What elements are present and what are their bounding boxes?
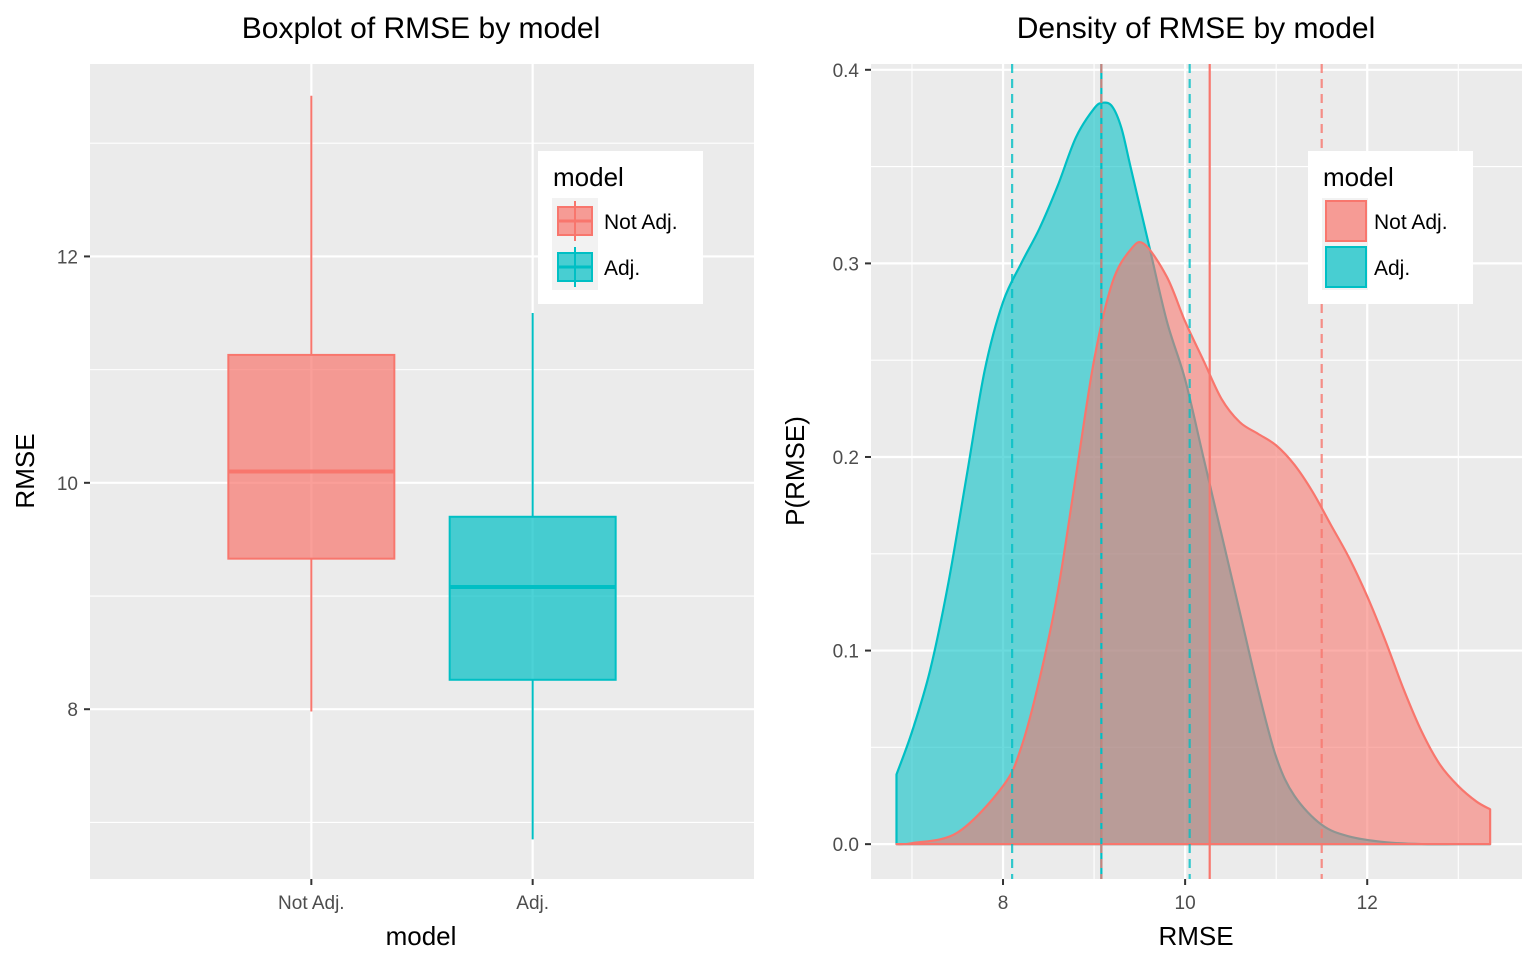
boxplot-legend-title: model	[553, 162, 624, 192]
box-body-adj	[448, 515, 617, 681]
boxplot-x-axis-title: model	[386, 921, 457, 951]
density-x-tick-label: 10	[1175, 893, 1196, 914]
density-chart: Density of RMSE by model 0.0 0.1 0.2 0.3 0.4…	[780, 12, 1522, 951]
density-legend-title: model	[1323, 162, 1394, 192]
boxplot-title: Boxplot of RMSE by model	[242, 12, 601, 45]
density-y-axis-title: P(RMSE)	[780, 416, 810, 526]
boxplot-legend-label-not-adj: Not Adj.	[604, 211, 678, 234]
boxplot-x-tick-label-not-adj: Not Adj.	[278, 893, 345, 914]
density-x-axis: 8 10 12	[998, 879, 1378, 914]
boxplot-y-tick-label: 12	[57, 247, 78, 268]
boxplot-legend-key-not-adj	[552, 198, 598, 244]
density-legend: model Not Adj. Adj.	[1308, 151, 1473, 304]
density-y-tick-label: 0.1	[833, 642, 859, 663]
boxplot-marks	[227, 95, 617, 840]
density-x-axis-title: RMSE	[1158, 921, 1233, 951]
density-y-tick-label: 0.3	[833, 254, 859, 275]
boxplot-y-axis: 8 10 12	[57, 247, 90, 721]
density-y-tick-label: 0.0	[833, 835, 859, 856]
boxplot-x-tick-label-adj: Adj.	[516, 893, 549, 914]
density-marks	[895, 64, 1492, 879]
boxplot-x-axis: Not Adj. Adj.	[278, 879, 549, 914]
density-legend-label-adj: Adj.	[1374, 257, 1410, 280]
density-y-tick-label: 0.2	[833, 448, 859, 469]
box-body-not-adj	[227, 353, 396, 560]
density-x-tick-label: 12	[1357, 893, 1378, 914]
boxplot-y-tick-label: 8	[67, 700, 78, 721]
boxplot-chart: Boxplot of RMSE by model 8 10 12 Not Adj. A…	[10, 12, 754, 951]
boxplot-legend-key-adj	[552, 244, 598, 290]
density-y-axis: 0.0 0.1 0.2 0.3 0.4	[833, 61, 871, 856]
density-legend-label-not-adj: Not Adj.	[1374, 211, 1448, 234]
boxplot-y-tick-label: 10	[57, 474, 78, 495]
boxplot-y-axis-title: RMSE	[10, 433, 40, 508]
boxplot-legend-label-adj: Adj.	[604, 257, 640, 280]
density-x-tick-label: 8	[998, 893, 1009, 914]
box-not-adj	[227, 95, 396, 712]
box-adj	[448, 313, 617, 840]
density-legend-key-adj	[1325, 246, 1367, 288]
density-y-tick-label: 0.4	[833, 61, 860, 82]
boxplot-legend: model Not Adj. Adj.	[538, 151, 703, 304]
density-area-not-adj	[895, 241, 1492, 846]
density-title: Density of RMSE by model	[1017, 12, 1375, 45]
density-legend-key-not-adj	[1325, 200, 1367, 242]
